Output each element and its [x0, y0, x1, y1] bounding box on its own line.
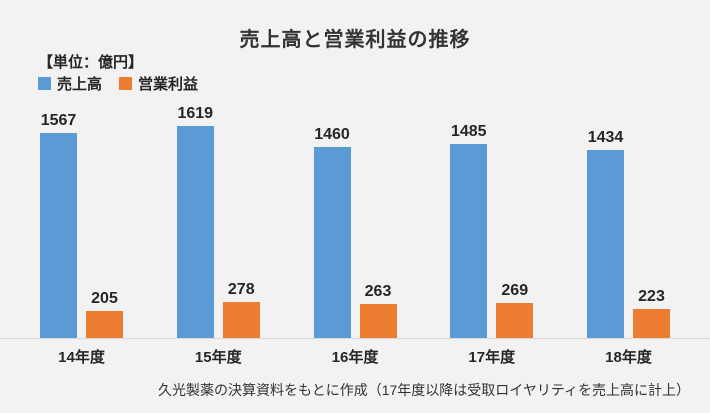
bar-unit: 263	[359, 283, 397, 338]
bar-value-label: 1567	[40, 112, 77, 129]
legend-item-profit: 営業利益	[119, 73, 198, 94]
bars-row: 1567 205 1619 278 1460 263 1485 269 1434 223	[0, 100, 710, 338]
profit-bar	[359, 304, 397, 338]
x-axis-line	[0, 338, 710, 339]
legend-label-profit: 営業利益	[138, 76, 199, 93]
bar-unit: 223	[633, 289, 670, 338]
bar-group: 1567 205	[40, 113, 123, 338]
plot-area: 1567 205 1619 278 1460 263 1485 269 1434 223	[0, 100, 710, 338]
bar-unit: 278	[222, 281, 260, 338]
sales-bar	[176, 126, 214, 338]
legend-label-sales: 売上高	[57, 76, 103, 93]
x-axis-label: 18年度	[605, 349, 652, 366]
profit-bar	[86, 311, 123, 338]
bar-unit: 269	[496, 282, 534, 338]
x-axis-label: 16年度	[331, 349, 379, 366]
bar-group: 1619 278	[176, 105, 260, 338]
chart-title: 売上高と営業利益の推移	[239, 29, 471, 51]
bar-unit: 205	[86, 291, 123, 338]
bar-group: 1485 269	[450, 123, 534, 338]
x-axis-label: 17年度	[468, 349, 516, 366]
profit-bar	[222, 302, 260, 338]
sales-swatch-icon	[38, 77, 51, 90]
bar-unit: 1460	[313, 126, 351, 338]
sales-bar	[40, 133, 77, 338]
profit-bar	[633, 309, 670, 338]
sales-bar	[587, 150, 624, 338]
source-note: 久光製薬の決算資料をもとに作成（17年度以降は受取ロイヤリティを売上高に計上）	[157, 382, 690, 398]
bar-unit: 1485	[450, 123, 488, 338]
bar-value-label: 269	[501, 282, 529, 299]
x-axis-label: 14年度	[58, 349, 105, 366]
legend: 売上高 営業利益	[38, 73, 198, 94]
bar-unit: 1567	[40, 113, 77, 338]
bar-value-label: 1485	[450, 123, 487, 140]
bar-unit: 1619	[176, 105, 214, 338]
bar-unit: 1434	[587, 130, 624, 338]
bar-value-label: 1460	[314, 126, 350, 143]
x-axis-labels: 14年度 15年度 16年度 17年度 18年度	[0, 346, 710, 367]
bar-group: 1434 223	[587, 130, 670, 338]
bar-value-label: 1434	[587, 129, 624, 146]
unit-label: 【単位：億円】	[38, 54, 144, 71]
legend-item-sales: 売上高	[38, 73, 102, 94]
bar-value-label: 278	[227, 281, 255, 298]
bar-value-label: 205	[91, 290, 118, 307]
bar-value-label: 263	[364, 283, 392, 300]
sales-bar	[450, 144, 488, 338]
bar-value-label: 223	[638, 288, 665, 305]
profit-bar	[496, 303, 534, 338]
bar-value-label: 1619	[177, 105, 214, 122]
bar-group: 1460 263	[313, 126, 397, 338]
sales-bar	[313, 147, 351, 338]
profit-swatch-icon	[119, 77, 133, 90]
x-axis-label: 15年度	[194, 349, 242, 366]
